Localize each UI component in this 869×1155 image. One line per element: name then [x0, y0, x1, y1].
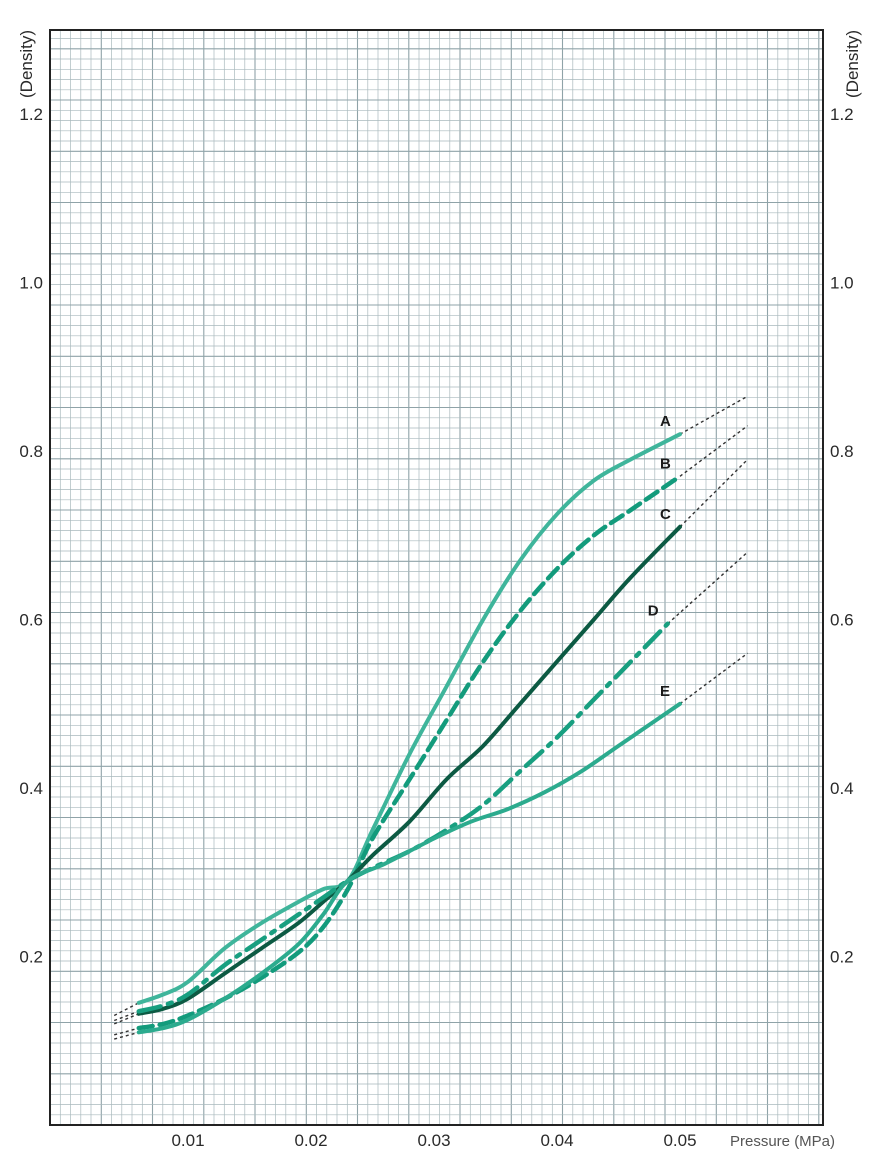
y-tick-label-left: 0.6 — [19, 611, 43, 630]
y-tick-label-right: 0.4 — [830, 779, 854, 798]
series-C-line — [136, 524, 682, 1016]
series-label-D: D — [648, 603, 659, 620]
extension-C — [679, 458, 749, 528]
low-extension-B — [114, 1027, 139, 1036]
y-tick-label-left: 0.2 — [19, 948, 43, 967]
y-tick-label-right: 0.6 — [830, 611, 854, 630]
y-tick-label-left: 1.2 — [19, 105, 43, 124]
series-label-B: B — [660, 455, 671, 472]
extension-E — [679, 652, 749, 705]
x-tick-label: 0.04 — [540, 1131, 573, 1150]
dotted-extensions — [113, 395, 749, 1040]
series-E-line — [136, 701, 682, 1035]
low-extension-C — [113, 1013, 140, 1025]
plot-frame — [49, 29, 824, 1126]
y-tick-label-right: 1.2 — [830, 105, 854, 124]
y-tick-label-right: 1.0 — [830, 274, 854, 293]
tick-labels: 0.01 0.02 0.03 0.04 0.05 0.2 0.2 0.4 0.4 0.6 0.6 0.… — [19, 105, 853, 1150]
series-A-line — [136, 432, 682, 1005]
y-axis-title-right: (Density) — [843, 30, 862, 98]
chart-grid — [50, 30, 823, 1125]
series-label-C: C — [660, 506, 671, 523]
low-extension-A — [113, 1002, 140, 1017]
extension-B — [679, 425, 749, 477]
series-D-line — [136, 621, 670, 1014]
x-tick-label: 0.02 — [294, 1131, 327, 1150]
series-label-A: A — [660, 413, 671, 430]
y-tick-label-left: 0.8 — [19, 442, 43, 461]
series-label-E: E — [660, 683, 670, 700]
extension-A — [679, 395, 748, 435]
x-tick-label: 0.03 — [417, 1131, 450, 1150]
series-lines — [136, 432, 683, 1035]
low-extension-D — [113, 1010, 140, 1022]
y-tick-label-right: 0.2 — [830, 948, 854, 967]
series-labels: A B C D E — [648, 413, 671, 700]
y-tick-label-right: 0.8 — [830, 442, 854, 461]
y-tick-label-left: 0.4 — [19, 779, 43, 798]
x-tick-label: 0.05 — [663, 1131, 696, 1150]
x-tick-label: 0.01 — [171, 1131, 204, 1150]
y-axis-title-left: (Density) — [17, 30, 36, 98]
y-tick-label-left: 1.0 — [19, 274, 43, 293]
low-extension-E — [114, 1031, 139, 1040]
x-axis-title: Pressure (MPa) — [730, 1133, 835, 1150]
